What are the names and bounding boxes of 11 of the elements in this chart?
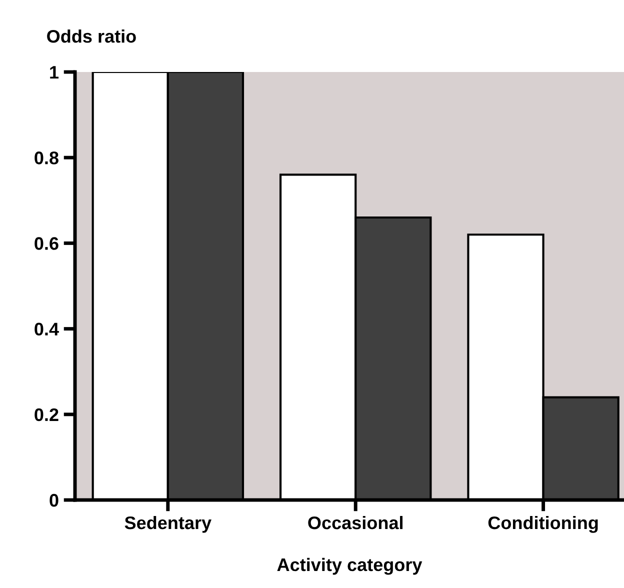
x-tick-label: Occasional	[308, 516, 402, 530]
y-tick-label: 0.4	[34, 322, 59, 336]
x-tick-label: Conditioning	[488, 516, 598, 533]
y-tick-label: 0.6	[34, 237, 58, 250]
x-tick-label: Sedentary	[124, 516, 212, 533]
y-tick-label: 0.2	[34, 408, 58, 422]
y-tick-label: 1	[50, 66, 59, 79]
x-axis-title: Activity category	[277, 558, 422, 575]
y-tick-label: 0.8	[34, 152, 58, 164]
y-tick-label: 0	[50, 494, 58, 507]
y-axis-title: Odds ratio	[47, 29, 136, 43]
